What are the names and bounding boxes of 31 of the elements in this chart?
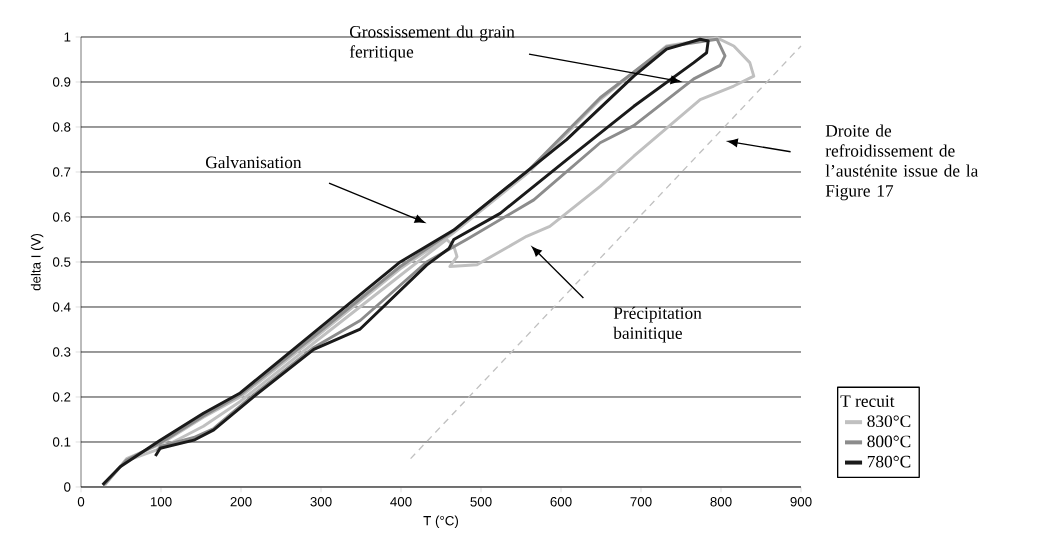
x-tick-label: 100: [150, 497, 172, 507]
y-tick-label: 0.9: [52, 77, 71, 87]
x-tick-label: 800: [710, 497, 732, 507]
legend-label: 780°C: [867, 455, 911, 468]
y-tick-label: 0.8: [52, 122, 71, 132]
text: Droite de refroidissement de l’austénite issue de la Figure 17: [825, 124, 979, 201]
y-tick-label: 0.3: [52, 347, 71, 357]
x-tick-label: 200: [230, 497, 252, 507]
annotation: Grossissement du grain ferritique: [349, 25, 515, 62]
y-tick-label: 0.5: [52, 257, 71, 267]
x-tick-label: 400: [390, 497, 412, 507]
y-tick-label: 0.4: [52, 302, 71, 312]
annotation: Précipitation bainitique: [613, 306, 702, 343]
y-axis-title: delta I (V): [30, 233, 44, 291]
x-axis-title: T (°C): [423, 515, 459, 529]
annotation: Galvanisation: [205, 156, 302, 169]
y-tick-label: 1: [64, 32, 71, 42]
y-tick-label: 0.2: [52, 392, 71, 402]
legend-label: 830°C: [867, 415, 911, 428]
y-tick-label: 0: [64, 482, 71, 492]
x-tick-label: 0: [77, 497, 85, 507]
legend-title: T recuit: [840, 395, 895, 407]
x-tick-label: 600: [550, 497, 572, 507]
legend-label: 800°C: [867, 435, 911, 448]
y-tick-label: 0.7: [52, 167, 71, 177]
y-tick-label: 0.1: [52, 437, 71, 447]
x-tick-label: 700: [630, 497, 652, 507]
x-tick-label: 500: [470, 497, 492, 507]
x-tick-label: 300: [310, 497, 332, 507]
x-tick-label: 900: [790, 497, 812, 507]
y-tick-label: 0.6: [52, 212, 71, 222]
